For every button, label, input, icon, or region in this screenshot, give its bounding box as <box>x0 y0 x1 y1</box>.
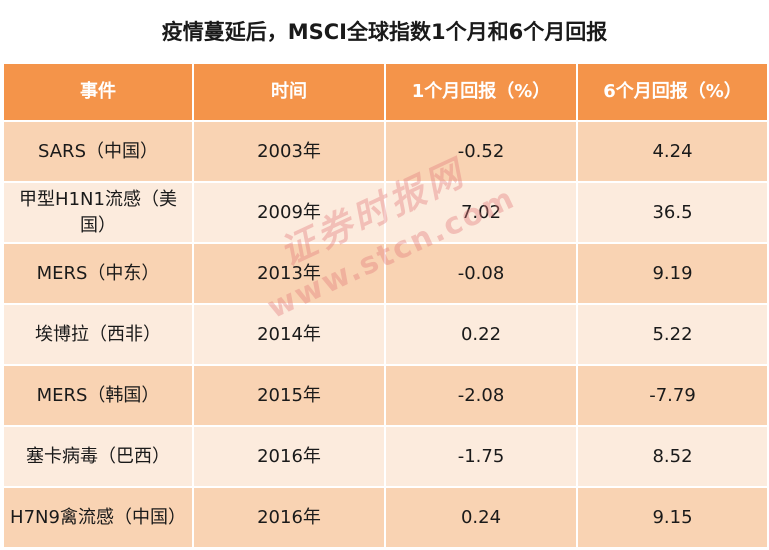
cell-1m-return: -1.75 <box>384 425 578 488</box>
table-row: H7N9禽流感（中国） 2016年 0.24 9.15 <box>2 486 769 549</box>
cell-time: 2013年 <box>192 242 386 305</box>
cell-time: 2014年 <box>192 303 386 366</box>
cell-event: 甲型H1N1流感（美国） <box>2 181 194 244</box>
cell-6m-return: 8.52 <box>576 425 769 488</box>
header-time: 时间 <box>192 62 386 122</box>
header-event: 事件 <box>2 62 194 122</box>
table-row: 埃博拉（西非） 2014年 0.22 5.22 <box>2 303 769 366</box>
cell-event: MERS（韩国） <box>2 364 194 427</box>
cell-time: 2016年 <box>192 425 386 488</box>
cell-event: MERS（中东） <box>2 242 194 305</box>
table-row: SARS（中国） 2003年 -0.52 4.24 <box>2 120 769 183</box>
cell-time: 2009年 <box>192 181 386 244</box>
cell-1m-return: -2.08 <box>384 364 578 427</box>
cell-6m-return: 4.24 <box>576 120 769 183</box>
page-title: 疫情蔓延后，MSCI全球指数1个月和6个月回报 <box>161 20 608 44</box>
header-6m-return: 6个月回报（%） <box>576 62 769 122</box>
cell-1m-return: 0.24 <box>384 486 578 549</box>
cell-1m-return: -0.08 <box>384 242 578 305</box>
cell-event: SARS（中国） <box>2 120 194 183</box>
cell-1m-return: -0.52 <box>384 120 578 183</box>
table-header-row: 事件 时间 1个月回报（%） 6个月回报（%） <box>2 62 769 122</box>
table-row: 塞卡病毒（巴西） 2016年 -1.75 8.52 <box>2 425 769 488</box>
cell-6m-return: 36.5 <box>576 181 769 244</box>
table-row: MERS（中东） 2013年 -0.08 9.19 <box>2 242 769 305</box>
header-1m-return: 1个月回报（%） <box>384 62 578 122</box>
cell-6m-return: 9.19 <box>576 242 769 305</box>
cell-6m-return: 9.15 <box>576 486 769 549</box>
table-row: MERS（韩国） 2015年 -2.08 -7.79 <box>2 364 769 427</box>
cell-6m-return: -7.79 <box>576 364 769 427</box>
table-row: 甲型H1N1流感（美国） 2009年 7.02 36.5 <box>2 181 769 244</box>
cell-time: 2016年 <box>192 486 386 549</box>
cell-6m-return: 5.22 <box>576 303 769 366</box>
cell-1m-return: 7.02 <box>384 181 578 244</box>
cell-time: 2015年 <box>192 364 386 427</box>
returns-table: 事件 时间 1个月回报（%） 6个月回报（%） SARS（中国） 2003年 -… <box>2 62 769 549</box>
cell-time: 2003年 <box>192 120 386 183</box>
cell-event: H7N9禽流感（中国） <box>2 486 194 549</box>
cell-event: 埃博拉（西非） <box>2 303 194 366</box>
cell-event: 塞卡病毒（巴西） <box>2 425 194 488</box>
cell-1m-return: 0.22 <box>384 303 578 366</box>
